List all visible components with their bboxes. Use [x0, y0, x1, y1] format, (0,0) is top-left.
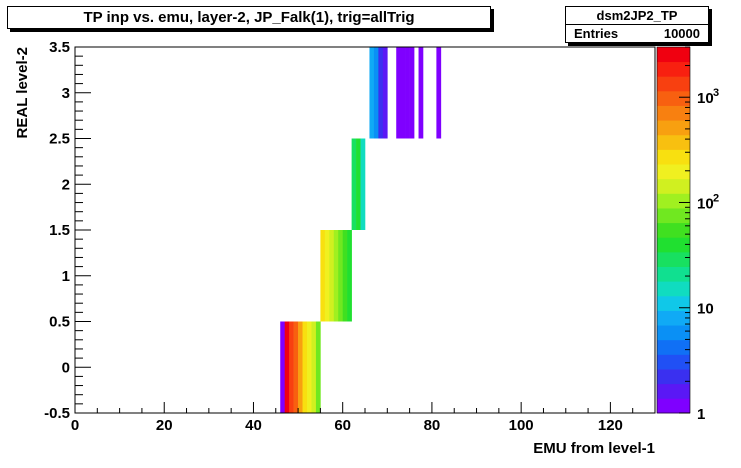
color-scale-segment: [657, 61, 690, 77]
color-scale-segment: [657, 369, 690, 385]
heatmap-cell: [356, 138, 361, 230]
x-tick-label: 20: [156, 417, 173, 434]
y-tick-label: 2.5: [49, 131, 70, 148]
heatmap-cell: [400, 47, 406, 139]
stats-entries-label: Entries: [574, 26, 619, 41]
y-tick-label: 3.5: [49, 39, 70, 56]
y-tick-label: 0.5: [49, 314, 70, 331]
color-scale-segment: [657, 339, 690, 355]
color-scale-segment: [657, 237, 690, 253]
color-scale-segment: [657, 134, 690, 150]
y-axis-label: REAL level-2: [14, 47, 31, 138]
color-scale-segment: [657, 222, 690, 238]
x-tick-label: 80: [424, 417, 441, 434]
color-scale-segment: [657, 76, 690, 92]
x-tick-label: 40: [245, 417, 262, 434]
z-tick-exponent: 3: [713, 87, 719, 99]
heatmap-cell: [436, 47, 442, 139]
x-tick-label: 120: [598, 417, 623, 434]
z-tick-exponent: 2: [713, 192, 719, 204]
color-scale-frame: [656, 46, 691, 414]
heatmap-cell: [373, 47, 379, 139]
y-tick-label: 1.5: [49, 222, 70, 239]
color-scale-segment: [657, 149, 690, 165]
stats-histogram-name: dsm2JP2_TP: [566, 7, 708, 25]
y-tick-label: 3: [62, 85, 70, 102]
heatmap-cell: [315, 321, 321, 413]
color-scale-segment: [657, 266, 690, 282]
color-scale-segment: [657, 90, 690, 106]
z-tick-label: 1: [697, 406, 705, 423]
heatmap-cell: [396, 47, 401, 139]
color-scale-segment: [657, 383, 690, 399]
heatmap-cell: [369, 47, 375, 139]
y-tick-label: -0.5: [44, 405, 70, 422]
heatmap-cell: [378, 47, 384, 139]
color-scale-segment: [657, 193, 690, 209]
x-tick-label: 100: [509, 417, 534, 434]
heatmap-cell: [351, 138, 357, 230]
heatmap-cell: [405, 47, 410, 139]
y-tick-label: 0: [62, 359, 70, 376]
heatmap-cell: [360, 138, 366, 230]
x-tick-label: 60: [334, 417, 351, 434]
heatmap-cell: [311, 321, 317, 413]
z-tick-label: 10: [697, 301, 714, 318]
color-scale-segment: [657, 120, 690, 136]
heatmap-cell: [418, 47, 424, 139]
color-scale-segment: [657, 105, 690, 121]
heatmap-cell: [280, 321, 285, 413]
color-scale-segment: [657, 251, 690, 267]
heatmap-cell: [324, 230, 330, 322]
color-scale-segment: [657, 325, 690, 341]
color-scale-segment: [657, 164, 690, 180]
x-axis-label: EMU from level-1: [533, 440, 655, 457]
heatmap-cell: [347, 230, 352, 322]
color-scale-segment: [657, 208, 690, 224]
z-tick-label: 10: [697, 195, 714, 212]
heatmap-cell: [409, 47, 415, 139]
color-scale-segment: [657, 295, 690, 311]
x-tick-label: 0: [71, 417, 79, 434]
heatmap-cell: [338, 230, 343, 322]
heatmap-cell: [298, 321, 303, 413]
color-scale-segment: [657, 354, 690, 370]
color-scale-segment: [657, 281, 690, 297]
stats-entries-value: 10000: [663, 26, 700, 41]
stats-entries-row: Entries 10000: [566, 25, 708, 42]
heatmap-cell: [382, 47, 388, 139]
color-scale-segment: [657, 310, 690, 326]
heatmap-cell: [284, 321, 290, 413]
y-tick-label: 2: [62, 176, 70, 193]
color-scale: [657, 47, 690, 414]
z-tick-label: 10: [697, 90, 714, 107]
y-tick-label: 1: [62, 268, 70, 285]
chart-title: TP inp vs. emu, layer-2, JP_Falk(1), tri…: [7, 6, 491, 29]
stats-box: dsm2JP2_TP Entries 10000: [565, 6, 709, 43]
heatmap-cell: [342, 230, 348, 322]
heatmap-cell: [333, 230, 339, 322]
heatmap-cell: [293, 321, 299, 413]
heatmap-cell: [307, 321, 312, 413]
color-scale-segment: [657, 398, 690, 414]
color-scale-segment: [657, 47, 690, 63]
heatmap-cells: [280, 47, 442, 413]
heatmap-cell: [329, 230, 335, 322]
color-scale-segment: [657, 178, 690, 194]
heatmap-cell: [320, 230, 326, 322]
heatmap-cell: [302, 321, 308, 413]
heatmap-cell: [289, 321, 294, 413]
